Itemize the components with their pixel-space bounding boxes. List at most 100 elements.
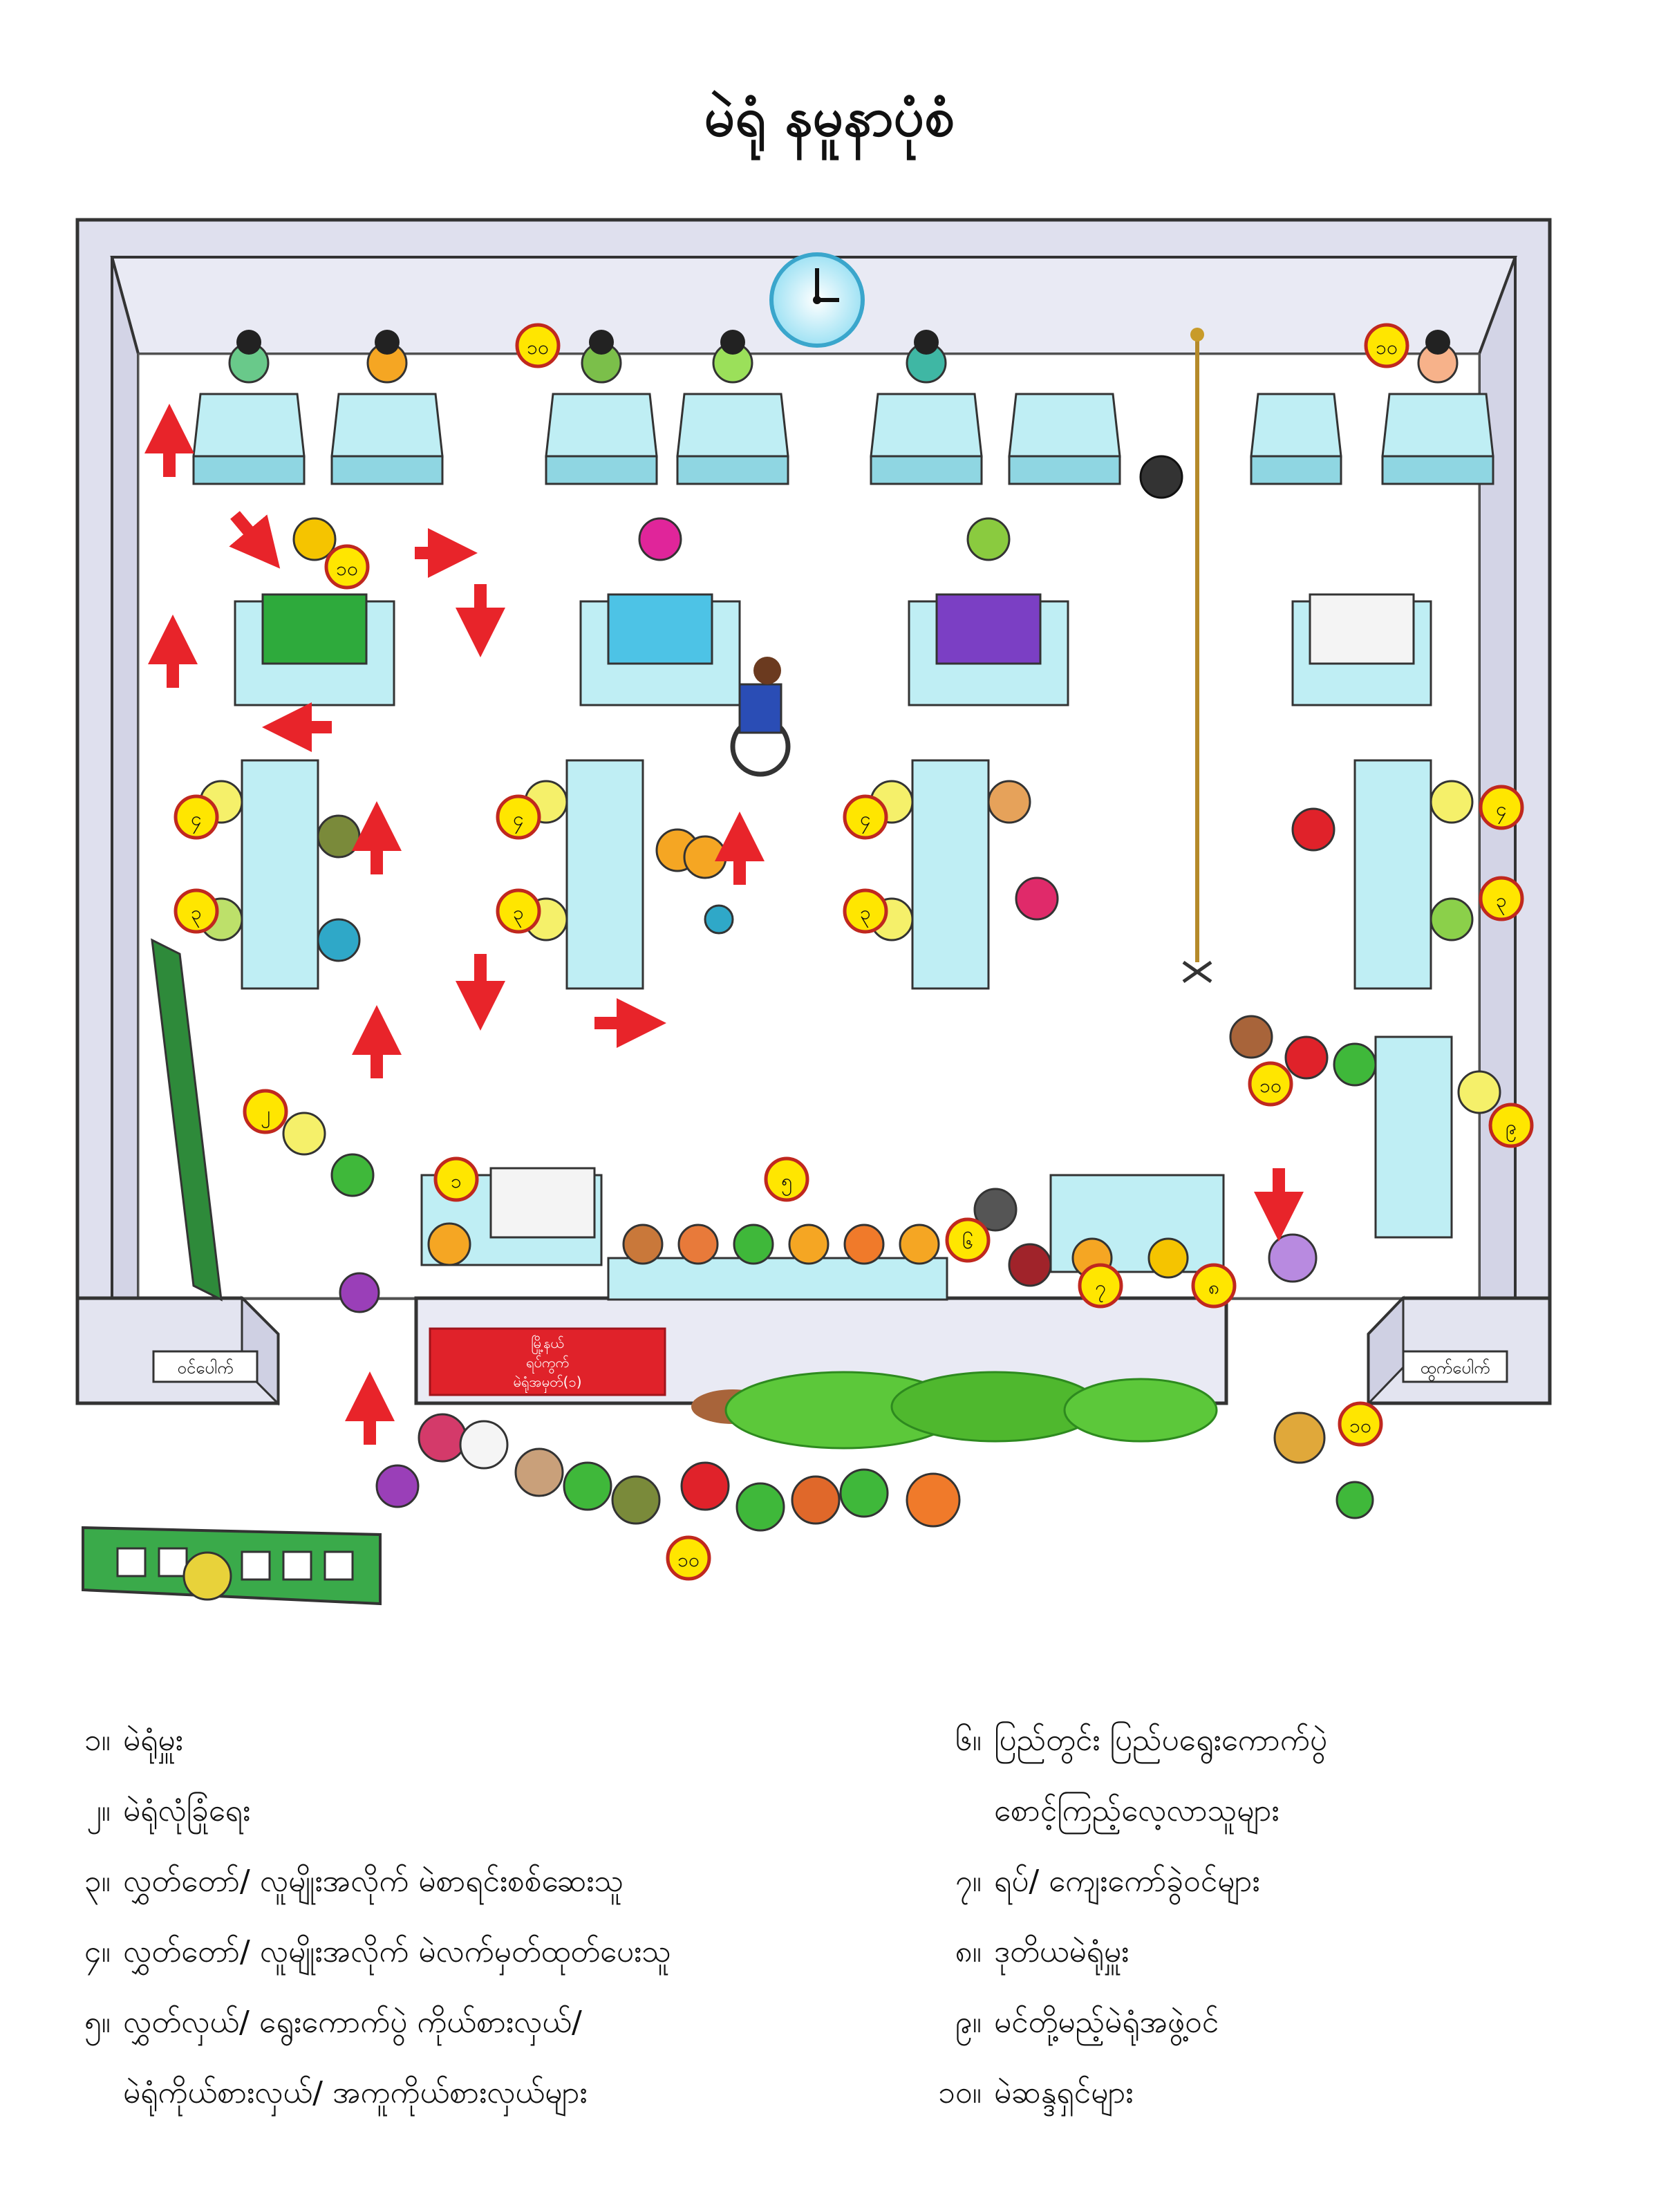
wall-clock-icon bbox=[769, 252, 865, 348]
voting-booths bbox=[192, 330, 1494, 485]
marker-6: ၆ bbox=[945, 1217, 991, 1263]
page-title: မဲရုံ နမူနာပုံစံ bbox=[704, 86, 955, 149]
legend-item: ၇။ ရပ်/ ကျေးကော်ခွဲဝင်များ bbox=[899, 1866, 1260, 1897]
svg-text:၁၀: ၁၀ bbox=[1349, 1414, 1371, 1437]
voting-booth bbox=[1250, 393, 1342, 485]
arrow-down-right-icon bbox=[229, 511, 281, 569]
svg-text:၃: ၃ bbox=[1496, 889, 1507, 916]
marker-3: ၃ bbox=[843, 888, 888, 934]
legend-item: ၄။ လွှတ်တော်/ လူမျိုးအလိုက် မဲလက်မှတ်ထုတ်… bbox=[28, 1937, 671, 1967]
voting-booth bbox=[545, 330, 658, 485]
marker-3: ၃ bbox=[496, 888, 541, 934]
svg-text:၆: ၆ bbox=[962, 1230, 973, 1253]
legend-text: ဒုတိယမဲရုံမှူး bbox=[994, 1934, 1130, 1969]
legend-number: ၈။ bbox=[955, 1934, 982, 1969]
legend-text: လွှတ်လှယ်/ ရွေးကောက်ပွဲ ကိုယ်စားလှယ်/ bbox=[123, 2005, 582, 2040]
svg-text:၁၀: ၁၀ bbox=[336, 557, 358, 580]
marker-10: ၁၀ bbox=[1338, 1401, 1383, 1447]
ballot-desk bbox=[1291, 593, 1432, 706]
marker-10: ၁၀ bbox=[515, 323, 561, 368]
legend-number: ၆။ bbox=[955, 1723, 982, 1758]
svg-text:၃: ၃ bbox=[860, 901, 871, 928]
legend-item: ၂။ မဲရုံလုံခြုံရေး bbox=[28, 1796, 250, 1826]
legend-item: ၃။ လွှတ်တော်/ လူမျိုးအလိုက် မဲစာရင်းစစ်ဆေ… bbox=[28, 1866, 624, 1897]
plants-icon bbox=[691, 1371, 1218, 1450]
svg-text:၂: ၂ bbox=[261, 1102, 270, 1129]
svg-text:၃: ၃ bbox=[191, 901, 202, 928]
legend-item: ၁၀။ မဲဆန္ဒရှင်များ bbox=[899, 2078, 1133, 2108]
legend-text: လွှတ်တော်/ လူမျိုးအလိုက် မဲစာရင်းစစ်ဆေးသ… bbox=[123, 1864, 624, 1899]
legend-text: မဲရုံကိုယ်စားလှယ်/ အကူကိုယ်စားလှယ်များ bbox=[123, 2075, 588, 2110]
svg-text:၄: ၄ bbox=[860, 807, 871, 834]
marker-8: ၈ bbox=[1191, 1263, 1237, 1309]
board-line-3: မဲရုံအမှတ်(၁) bbox=[513, 1374, 581, 1393]
security-board bbox=[151, 938, 223, 1302]
board-line-2: ရပ်ကွက် bbox=[526, 1354, 569, 1374]
legend-number: ၇။ bbox=[955, 1864, 982, 1899]
fence-icon bbox=[82, 1526, 382, 1606]
rope-barrier-icon bbox=[1182, 328, 1212, 984]
marker-5: ၅ bbox=[764, 1156, 809, 1202]
marker-4: ၄ bbox=[1479, 785, 1524, 830]
svg-text:၄: ၄ bbox=[1496, 798, 1507, 825]
legend-number: ၃။ bbox=[84, 1864, 111, 1899]
legend-item: ၁။ မဲရုံမှူး bbox=[28, 1725, 183, 1756]
marker-3: ၃ bbox=[174, 888, 219, 934]
marker-10: ၁၀ bbox=[324, 544, 370, 590]
voting-booth bbox=[1381, 330, 1494, 485]
marker-7: ၇ bbox=[1078, 1263, 1123, 1309]
svg-text:၈: ၈ bbox=[1208, 1276, 1219, 1299]
marker-9: ၉ bbox=[1488, 1103, 1534, 1148]
ballot-desk bbox=[234, 517, 395, 706]
clerk-table bbox=[1291, 759, 1474, 990]
voting-booth bbox=[1008, 393, 1121, 485]
marker-10: ၁၀ bbox=[1364, 323, 1409, 368]
legend-item: စောင့်ကြည့်လေ့လာသူများ bbox=[899, 1796, 1280, 1826]
wheelchair-icon bbox=[730, 657, 791, 777]
marker-2: ၂ bbox=[243, 1089, 288, 1134]
voting-booth bbox=[192, 330, 306, 485]
legend-number: ၅။ bbox=[84, 2005, 111, 2040]
marker-1: ၁ bbox=[433, 1156, 479, 1202]
svg-text:၇: ၇ bbox=[1095, 1276, 1106, 1303]
legend-item: ၈။ ဒုတိယမဲရုံမှူး bbox=[899, 1934, 1130, 1969]
legend-item: ၉။ မင်တို့မည့်မဲရုံအဖွဲ့ဝင် bbox=[899, 2007, 1219, 2038]
ink-table bbox=[1374, 1035, 1501, 1239]
legend-text: စောင့်ကြည့်လေ့လာသူများ bbox=[994, 1793, 1280, 1828]
legend-text: မဲရုံမှူး bbox=[123, 1723, 183, 1758]
ballot-box-desks bbox=[234, 517, 1432, 777]
marker-10: ၁၀ bbox=[1248, 1061, 1293, 1107]
board-line-1: မြို့နယ် bbox=[531, 1335, 564, 1354]
svg-text:၁၀: ၁၀ bbox=[677, 1548, 700, 1571]
legend-item: ၆။ ပြည်တွင်း ပြည်ပရွေးကောက်ပွဲ bbox=[899, 1725, 1327, 1756]
legend-text: ရပ်/ ကျေးကော်ခွဲဝင်များ bbox=[994, 1864, 1260, 1899]
clerk-table bbox=[870, 759, 1059, 990]
svg-text:၁၀: ၁၀ bbox=[527, 336, 549, 359]
svg-text:၃: ၃ bbox=[513, 901, 524, 928]
voting-booth bbox=[676, 330, 789, 485]
ballot-desk bbox=[908, 517, 1069, 706]
svg-text:၁၀: ၁၀ bbox=[1259, 1074, 1282, 1097]
assistant-desk bbox=[1049, 1174, 1225, 1279]
legend-number: ၄။ bbox=[84, 1934, 111, 1969]
voter-queue bbox=[282, 455, 1377, 1532]
flow-arrows bbox=[144, 404, 1304, 1445]
svg-text:၄: ၄ bbox=[513, 807, 524, 834]
legend-number: ၁၀။ bbox=[938, 2075, 982, 2110]
station-board bbox=[429, 1327, 666, 1396]
marker-4: ၄ bbox=[174, 794, 219, 840]
legend-number: ၉။ bbox=[955, 2005, 982, 2040]
ballot-desk bbox=[579, 517, 741, 706]
svg-text:၁: ၁ bbox=[451, 1170, 462, 1192]
legend-text: မဲရုံလုံခြုံရေး bbox=[123, 1793, 251, 1828]
svg-text:၅: ၅ bbox=[781, 1170, 792, 1197]
voting-booth bbox=[870, 330, 983, 485]
voting-booth bbox=[330, 330, 444, 485]
presiding-officer-desk bbox=[420, 1167, 603, 1266]
entrance-sign: ဝင်ပေါက် bbox=[177, 1358, 233, 1378]
svg-text:၉: ၉ bbox=[1506, 1116, 1517, 1143]
legend-text: မဲဆန္ဒရှင်များ bbox=[994, 2075, 1134, 2110]
svg-text:၄: ၄ bbox=[191, 807, 202, 834]
marker-3: ၃ bbox=[1479, 876, 1524, 921]
